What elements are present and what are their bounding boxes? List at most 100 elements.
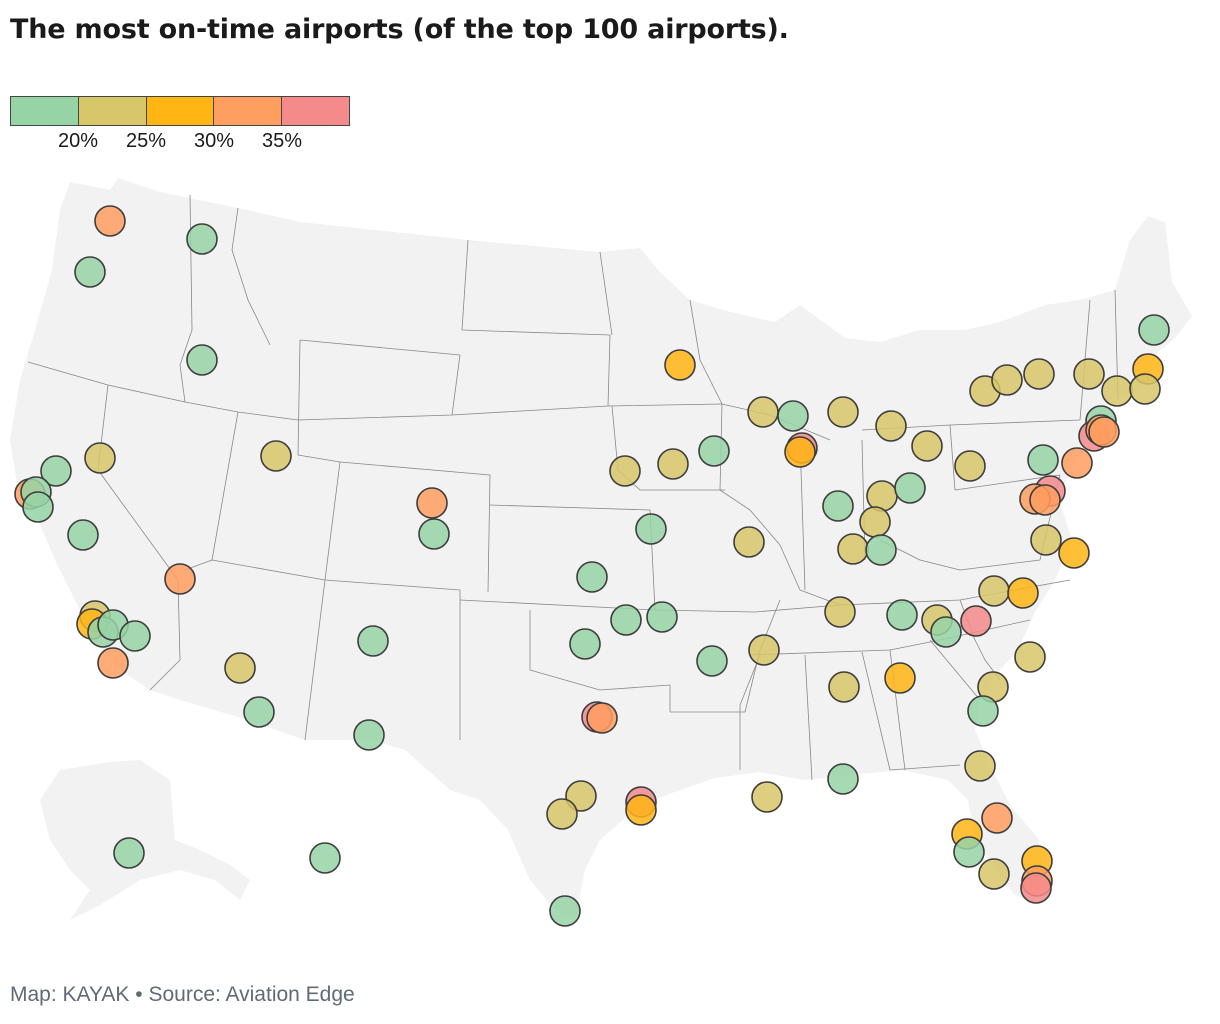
airport-marker-ne[interactable] — [1129, 373, 1161, 405]
airport-marker-oh[interactable] — [859, 506, 891, 538]
airport-marker-dc[interactable] — [1061, 447, 1093, 479]
airport-marker-nc[interactable] — [1007, 577, 1039, 609]
airport-marker-mw[interactable] — [698, 435, 730, 467]
airport-marker-ne[interactable] — [1073, 358, 1105, 390]
airport-marker-pnw[interactable] — [74, 256, 106, 288]
airport-marker-oh[interactable] — [911, 430, 943, 462]
airport-marker-il[interactable] — [747, 396, 779, 428]
airport-marker-fl[interactable] — [981, 802, 1013, 834]
airport-marker-ok[interactable] — [569, 628, 601, 660]
legend-bar — [10, 96, 350, 126]
airport-marker-fl[interactable] — [1020, 872, 1052, 904]
airport-marker-nc[interactable] — [930, 616, 962, 648]
airport-marker-la[interactable] — [751, 781, 783, 813]
airport-marker-ks[interactable] — [635, 513, 667, 545]
airport-marker-ne[interactable] — [991, 364, 1023, 396]
airport-marker-tx[interactable] — [353, 719, 385, 751]
airport-marker-ga[interactable] — [967, 695, 999, 727]
border-line — [231, 207, 271, 346]
airport-marker-ky[interactable] — [837, 533, 869, 565]
legend-swatch-2 — [78, 97, 147, 125]
map-credit: Map: KAYAK • Source: Aviation Edge — [10, 983, 355, 1006]
airport-marker-ak[interactable] — [113, 837, 145, 869]
airport-marker-tx[interactable] — [625, 794, 657, 826]
airport-marker-tx[interactable] — [549, 895, 581, 927]
airport-marker-sca[interactable] — [97, 647, 129, 679]
airport-marker-pnw[interactable] — [186, 223, 218, 255]
border-line — [670, 599, 781, 713]
airport-marker-fl[interactable] — [953, 836, 985, 868]
legend-ticks: 20% 25% 30% 35% — [10, 126, 350, 152]
airport-marker-ne[interactable] — [1088, 416, 1120, 448]
airport-marker-ok[interactable] — [646, 601, 678, 633]
airport-marker-tn[interactable] — [886, 599, 918, 631]
airport-marker-tx[interactable] — [586, 702, 618, 734]
airport-marker-nc[interactable] — [960, 605, 992, 637]
airport-marker-ar[interactable] — [696, 645, 728, 677]
airport-marker-mw[interactable] — [609, 455, 641, 487]
contiguous-us-land — [10, 178, 1192, 920]
border-line — [599, 251, 613, 336]
airport-marker-nev[interactable] — [84, 442, 116, 474]
airport-marker-mn[interactable] — [664, 349, 696, 381]
airport-marker-nc[interactable] — [1014, 641, 1046, 673]
airport-marker-ga[interactable] — [884, 662, 916, 694]
airport-marker-ak[interactable] — [309, 842, 341, 874]
airport-marker-va[interactable] — [1030, 524, 1062, 556]
airport-marker-pnw[interactable] — [94, 205, 126, 237]
airport-marker-nca[interactable] — [67, 519, 99, 551]
airport-marker-fl[interactable] — [978, 858, 1010, 890]
airport-marker-pa[interactable] — [954, 450, 986, 482]
airport-marker-co[interactable] — [416, 487, 448, 519]
airport-marker-ok[interactable] — [610, 604, 642, 636]
airport-marker-nca[interactable] — [40, 455, 72, 487]
airport-marker-nm[interactable] — [357, 625, 389, 657]
airport-marker-oh[interactable] — [866, 480, 898, 512]
airport-marker-il[interactable] — [784, 436, 816, 468]
airport-marker-idaho[interactable] — [186, 344, 218, 376]
airport-marker-fl[interactable] — [964, 750, 996, 782]
border-line — [489, 504, 656, 611]
airport-marker-ks[interactable] — [576, 561, 608, 593]
border-line — [889, 764, 961, 771]
legend-tick-20: 20% — [57, 130, 99, 152]
airport-marker-tn[interactable] — [748, 634, 780, 666]
border-line — [461, 239, 611, 407]
border-line — [179, 194, 193, 403]
airport-marker-ne[interactable] — [1138, 314, 1170, 346]
airport-marker-oh[interactable] — [875, 410, 907, 442]
land — [10, 178, 1192, 920]
airport-marker-co[interactable] — [418, 518, 450, 550]
airport-marker-az[interactable] — [224, 652, 256, 684]
airport-marker-fl[interactable] — [827, 763, 859, 795]
airport-marker-tx[interactable] — [546, 798, 578, 830]
airport-marker-in[interactable] — [822, 490, 854, 522]
airport-marker-sca[interactable] — [119, 620, 151, 652]
airport-marker-dc[interactable] — [1029, 484, 1061, 516]
airport-marker-ut[interactable] — [260, 440, 292, 472]
airport-marker-al[interactable] — [828, 671, 860, 703]
border-line — [299, 339, 461, 416]
legend-swatch-3 — [146, 97, 215, 125]
border-line — [324, 461, 341, 581]
airport-marker-mw[interactable] — [657, 448, 689, 480]
airport-marker-mo[interactable] — [733, 526, 765, 558]
legend-tick-35: 35% — [261, 130, 303, 152]
airport-marker-va[interactable] — [1058, 537, 1090, 569]
airport-marker-nc[interactable] — [978, 575, 1010, 607]
legend-swatch-1 — [11, 97, 79, 125]
border-line — [689, 299, 723, 405]
airport-marker-ne[interactable] — [1023, 358, 1055, 390]
airport-marker-dc[interactable] — [1027, 444, 1059, 476]
airport-marker-nev[interactable] — [164, 563, 196, 595]
airport-marker-nca[interactable] — [22, 491, 54, 523]
airport-marker-ms[interactable] — [824, 596, 856, 628]
airport-marker-oh[interactable] — [894, 472, 926, 504]
airport-marker-ky[interactable] — [865, 534, 897, 566]
airport-marker-ne[interactable] — [1101, 375, 1133, 407]
airport-marker-il[interactable] — [777, 400, 809, 432]
legend-swatch-5 — [282, 97, 349, 125]
border-line — [949, 419, 1081, 426]
airport-marker-az[interactable] — [243, 696, 275, 728]
airport-marker-mi[interactable] — [827, 396, 859, 428]
